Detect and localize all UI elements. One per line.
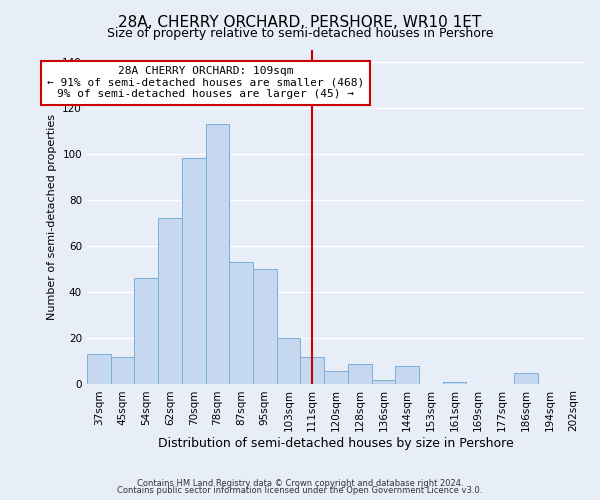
Bar [443,382,466,384]
Bar [158,218,182,384]
X-axis label: Distribution of semi-detached houses by size in Pershore: Distribution of semi-detached houses by … [158,437,514,450]
Bar [277,338,301,384]
Bar [253,269,277,384]
Bar [182,158,206,384]
Bar [110,357,134,384]
Y-axis label: Number of semi-detached properties: Number of semi-detached properties [47,114,57,320]
Bar [324,370,348,384]
Bar [229,262,253,384]
Bar [87,354,110,384]
Text: Size of property relative to semi-detached houses in Pershore: Size of property relative to semi-detach… [107,28,493,40]
Text: 28A CHERRY ORCHARD: 109sqm
← 91% of semi-detached houses are smaller (468)
9% of: 28A CHERRY ORCHARD: 109sqm ← 91% of semi… [47,66,364,100]
Text: Contains public sector information licensed under the Open Government Licence v3: Contains public sector information licen… [118,486,482,495]
Text: Contains HM Land Registry data © Crown copyright and database right 2024.: Contains HM Land Registry data © Crown c… [137,478,463,488]
Bar [301,357,324,384]
Bar [134,278,158,384]
Bar [348,364,371,384]
Bar [395,366,419,384]
Text: 28A, CHERRY ORCHARD, PERSHORE, WR10 1ET: 28A, CHERRY ORCHARD, PERSHORE, WR10 1ET [118,15,482,30]
Bar [206,124,229,384]
Bar [371,380,395,384]
Bar [514,373,538,384]
